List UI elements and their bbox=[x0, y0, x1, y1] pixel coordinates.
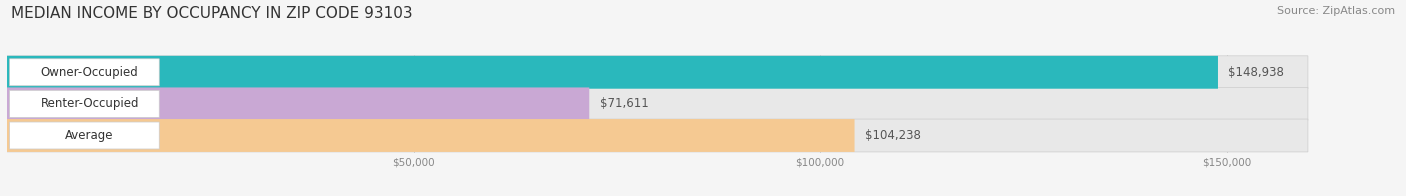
Text: $148,938: $148,938 bbox=[1229, 66, 1284, 79]
Text: MEDIAN INCOME BY OCCUPANCY IN ZIP CODE 93103: MEDIAN INCOME BY OCCUPANCY IN ZIP CODE 9… bbox=[11, 6, 413, 21]
FancyBboxPatch shape bbox=[7, 87, 1308, 120]
FancyBboxPatch shape bbox=[7, 56, 1308, 89]
FancyBboxPatch shape bbox=[7, 56, 1218, 89]
Text: Owner-Occupied: Owner-Occupied bbox=[41, 66, 139, 79]
FancyBboxPatch shape bbox=[7, 119, 855, 152]
FancyBboxPatch shape bbox=[7, 87, 589, 120]
Text: $104,238: $104,238 bbox=[865, 129, 921, 142]
Text: Source: ZipAtlas.com: Source: ZipAtlas.com bbox=[1277, 6, 1395, 16]
FancyBboxPatch shape bbox=[10, 122, 159, 149]
FancyBboxPatch shape bbox=[10, 90, 159, 117]
FancyBboxPatch shape bbox=[7, 119, 1308, 152]
Text: $71,611: $71,611 bbox=[600, 97, 648, 110]
Text: Renter-Occupied: Renter-Occupied bbox=[41, 97, 139, 110]
FancyBboxPatch shape bbox=[10, 59, 159, 86]
Text: Average: Average bbox=[66, 129, 114, 142]
